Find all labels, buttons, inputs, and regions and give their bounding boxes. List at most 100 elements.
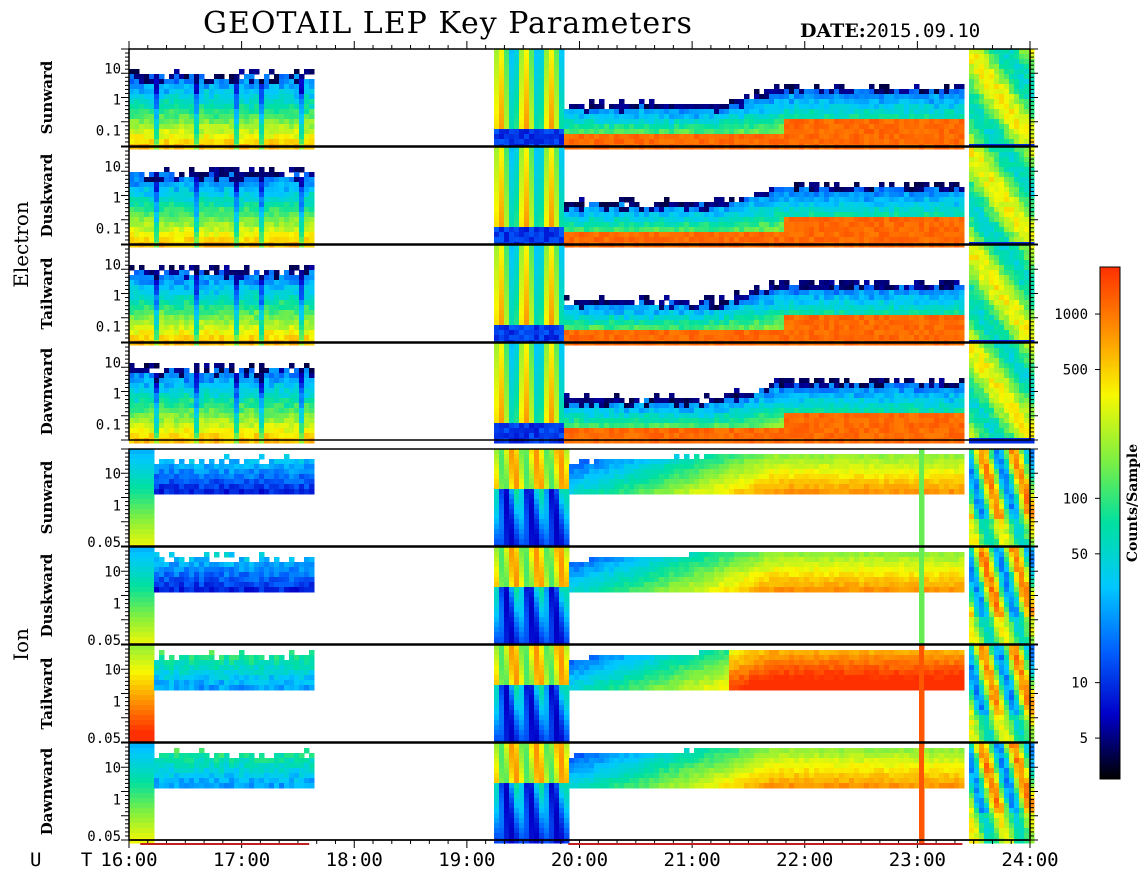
spectrogram-cell bbox=[1004, 172, 1010, 178]
spectrogram-cell bbox=[1024, 99, 1030, 105]
spectrogram-cell bbox=[579, 222, 585, 228]
spectrogram-cell bbox=[544, 147, 550, 153]
spectrogram-cell bbox=[1029, 202, 1035, 208]
spectrogram-cell bbox=[234, 280, 240, 286]
spectrogram-cell bbox=[644, 320, 650, 326]
spectrogram-cell bbox=[604, 227, 610, 233]
spectrogram-cell bbox=[729, 109, 735, 115]
spectrogram-cell bbox=[174, 275, 180, 281]
panel-electron-sunward bbox=[129, 49, 1035, 150]
spectrogram-cell bbox=[699, 109, 705, 115]
spectrogram-cell bbox=[834, 129, 840, 135]
spectrogram-cell bbox=[864, 134, 870, 140]
spectrogram-cell bbox=[674, 212, 680, 218]
spectrogram-cell bbox=[529, 315, 535, 321]
spectrogram-cell bbox=[494, 280, 500, 286]
spectrogram-cell bbox=[169, 187, 175, 193]
spectrogram-cell bbox=[559, 139, 565, 145]
spectrogram-cell bbox=[709, 202, 715, 208]
spectrogram-cell bbox=[534, 280, 540, 286]
spectrogram-cell bbox=[284, 330, 290, 336]
spectrogram-cell bbox=[749, 227, 755, 233]
spectrogram-cell bbox=[264, 124, 270, 130]
spectrogram-cell bbox=[544, 315, 550, 321]
spectrogram-cell bbox=[209, 84, 215, 90]
spectrogram-cell bbox=[174, 134, 180, 140]
spectrogram-cell bbox=[779, 202, 785, 208]
spectrogram-cell bbox=[649, 310, 655, 316]
spectrogram-cell bbox=[299, 74, 305, 80]
spectrogram-cell bbox=[904, 187, 910, 193]
spectrogram-cell bbox=[654, 237, 660, 243]
spectrogram-cell bbox=[694, 114, 700, 120]
spectrogram-cell bbox=[224, 305, 230, 311]
spectrogram-cell bbox=[524, 124, 530, 130]
spectrogram-cell bbox=[194, 139, 200, 145]
spectrogram-cell bbox=[169, 197, 175, 203]
spectrogram-cell bbox=[284, 109, 290, 115]
spectrogram-cell bbox=[159, 305, 165, 311]
spectrogram-cell bbox=[159, 177, 165, 183]
spectrogram-cell bbox=[594, 310, 600, 316]
spectrogram-cell bbox=[509, 217, 515, 223]
spectrogram-cell bbox=[524, 172, 530, 178]
spectrogram-cell bbox=[894, 192, 900, 198]
spectrogram-cell bbox=[294, 227, 300, 233]
spectrogram-cell bbox=[209, 129, 215, 135]
spectrogram-cell bbox=[559, 197, 565, 203]
spectrogram-cell bbox=[889, 192, 895, 198]
spectrogram-cell bbox=[909, 207, 915, 213]
spectrogram-cell bbox=[244, 222, 250, 228]
spectrogram-cell bbox=[509, 119, 515, 125]
spectrogram-cell bbox=[229, 330, 235, 336]
spectrogram-cell bbox=[774, 222, 780, 228]
spectrogram-cell bbox=[264, 104, 270, 110]
spectrogram-cell bbox=[774, 207, 780, 213]
spectrogram-cell bbox=[184, 305, 190, 311]
spectrogram-cell bbox=[664, 109, 670, 115]
spectrogram-cell bbox=[154, 114, 160, 120]
spectrogram-cell bbox=[1014, 84, 1020, 90]
spectrogram-cell bbox=[829, 237, 835, 243]
spectrogram-cell bbox=[714, 124, 720, 130]
spectrogram-cell bbox=[559, 227, 565, 233]
spectrogram-cell bbox=[974, 182, 980, 188]
spectrogram-cell bbox=[294, 84, 300, 90]
spectrogram-cell bbox=[524, 325, 530, 331]
spectrogram-cell bbox=[629, 207, 635, 213]
spectrogram-cell bbox=[1029, 222, 1035, 228]
spectrogram-cell bbox=[809, 187, 815, 193]
spectrogram-cell bbox=[139, 109, 145, 115]
spectrogram-cell bbox=[1009, 119, 1015, 125]
spectrogram-cell bbox=[164, 104, 170, 110]
spectrogram-cell bbox=[219, 139, 225, 145]
spectrogram-cell bbox=[574, 109, 580, 115]
spectrogram-cell bbox=[179, 177, 185, 183]
spectrogram-cell bbox=[984, 182, 990, 188]
spectrogram-cell bbox=[1019, 187, 1025, 193]
spectrogram-cell bbox=[649, 300, 655, 306]
spectrogram-cell bbox=[239, 335, 245, 341]
spectrogram-cell bbox=[209, 114, 215, 120]
spectrogram-cell bbox=[189, 305, 195, 311]
spectrogram-cell bbox=[234, 187, 240, 193]
spectrogram-cell bbox=[569, 124, 575, 130]
spectrogram-cell bbox=[879, 114, 885, 120]
spectrogram-cell bbox=[244, 79, 250, 85]
spectrogram-cell bbox=[859, 114, 865, 120]
spectrogram-cell bbox=[794, 94, 800, 100]
spectrogram-cell bbox=[969, 152, 975, 158]
spectrogram-cell bbox=[639, 232, 645, 238]
spectrogram-cell bbox=[969, 139, 975, 145]
spectrogram-cell bbox=[524, 300, 530, 306]
spectrogram-cell bbox=[234, 139, 240, 145]
spectrogram-cell bbox=[929, 139, 935, 145]
spectrogram-cell bbox=[509, 94, 515, 100]
spectrogram-cell bbox=[834, 99, 840, 105]
spectrogram-cell bbox=[989, 222, 995, 228]
spectrogram-cell bbox=[529, 275, 535, 281]
spectrogram-cell bbox=[1009, 172, 1015, 178]
spectrogram-cell bbox=[974, 177, 980, 183]
spectrogram-cell bbox=[1019, 94, 1025, 100]
spectrogram-cell bbox=[599, 119, 605, 125]
